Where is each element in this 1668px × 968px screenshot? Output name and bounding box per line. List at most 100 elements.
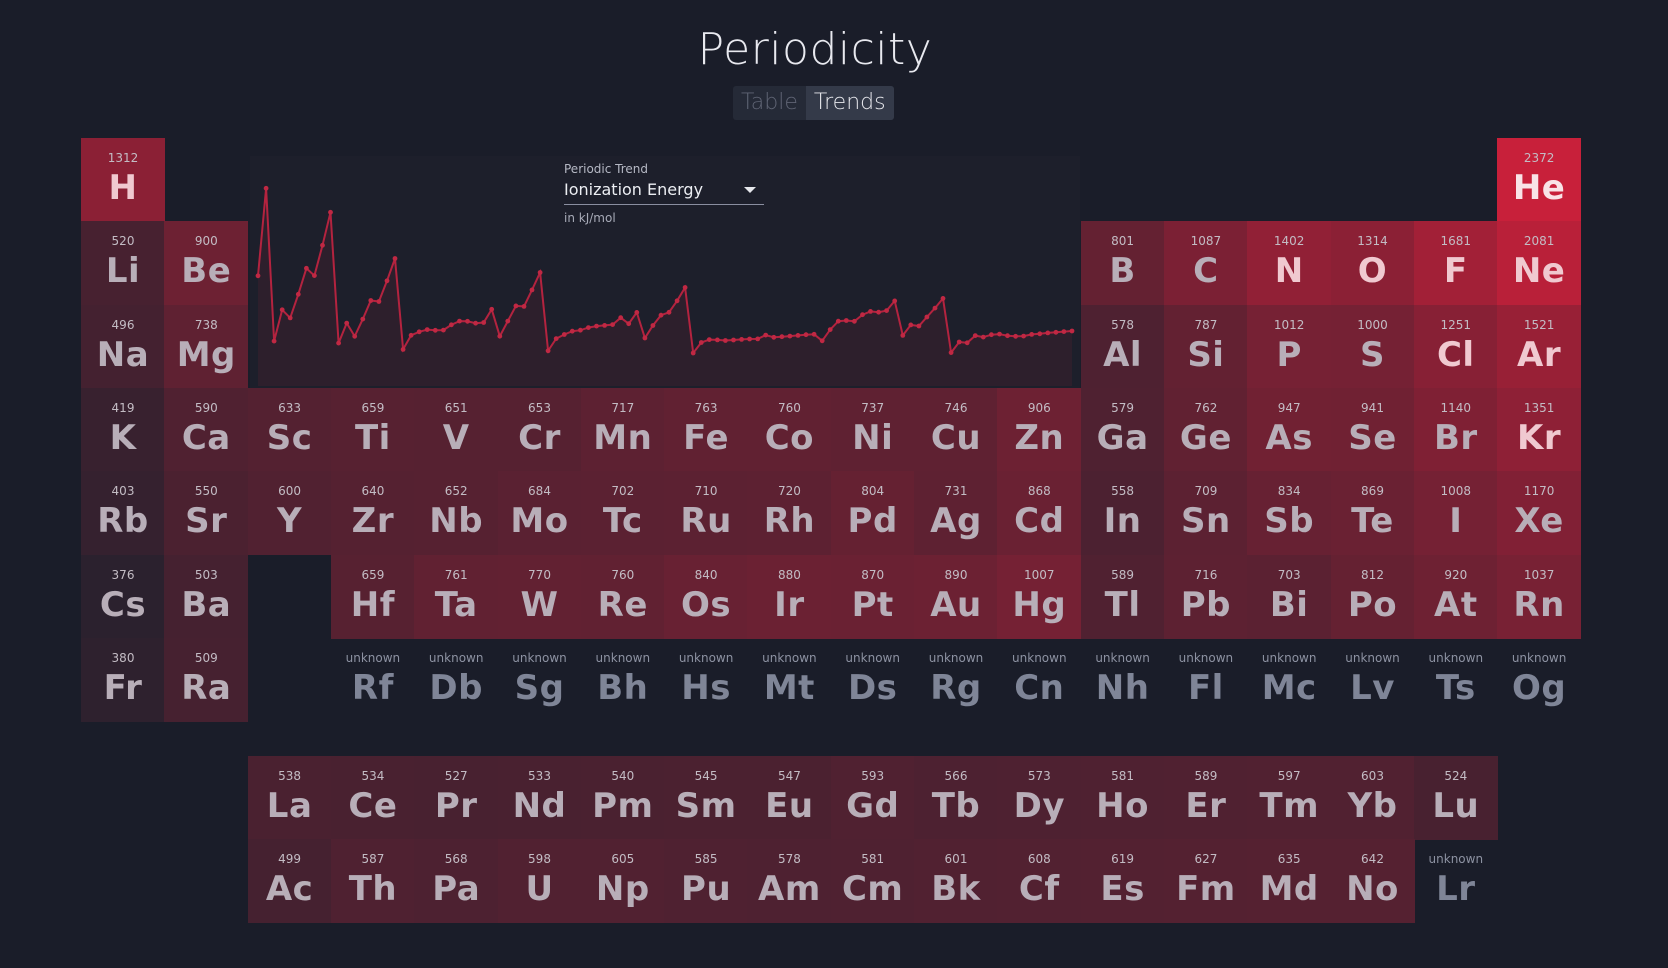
element-w[interactable]: 770 W [497, 554, 582, 639]
element-sb[interactable]: 834 Sb [1247, 471, 1332, 556]
element-re[interactable]: 760 Re [580, 554, 665, 639]
element-v[interactable]: 651 V [414, 387, 499, 472]
element-cu[interactable]: 746 Cu [914, 387, 998, 472]
element-h[interactable]: 1312 H [81, 138, 165, 222]
element-hs[interactable]: unknown Hs [664, 638, 748, 722]
element-ra[interactable]: 509 Ra [164, 637, 249, 722]
element-u[interactable]: 598 U [497, 839, 582, 924]
element-pu[interactable]: 585 Pu [664, 839, 749, 924]
element-ru[interactable]: 710 Ru [664, 471, 749, 556]
element-dy[interactable]: 573 Dy [997, 756, 1082, 840]
element-xe[interactable]: 1170 Xe [1497, 471, 1582, 556]
element-s[interactable]: 1000 S [1330, 304, 1415, 389]
element-po[interactable]: 812 Po [1330, 554, 1415, 639]
element-db[interactable]: unknown Db [414, 638, 498, 722]
element-gd[interactable]: 593 Gd [830, 756, 915, 840]
element-cf[interactable]: 608 Cf [997, 839, 1082, 924]
element-mg[interactable]: 738 Mg [164, 304, 249, 389]
element-b[interactable]: 801 B [1080, 221, 1165, 306]
element-mt[interactable]: unknown Mt [747, 638, 831, 722]
element-bi[interactable]: 703 Bi [1247, 554, 1332, 639]
element-pa[interactable]: 568 Pa [414, 839, 499, 924]
element-sm[interactable]: 545 Sm [664, 756, 749, 840]
element-ar[interactable]: 1521 Ar [1497, 304, 1582, 389]
element-ca[interactable]: 590 Ca [164, 387, 249, 472]
element-pr[interactable]: 527 Pr [414, 756, 499, 840]
element-al[interactable]: 578 Al [1080, 304, 1165, 389]
element-fe[interactable]: 763 Fe [664, 387, 749, 472]
element-yb[interactable]: 603 Yb [1330, 756, 1415, 840]
tab-trends[interactable]: Trends [805, 86, 894, 120]
element-os[interactable]: 840 Os [664, 554, 749, 639]
element-ir[interactable]: 880 Ir [747, 554, 832, 639]
element-nh[interactable]: unknown Nh [1081, 638, 1165, 722]
element-o[interactable]: 1314 O [1330, 221, 1415, 306]
element-sr[interactable]: 550 Sr [164, 471, 249, 556]
element-ts[interactable]: unknown Ts [1414, 638, 1498, 722]
element-pd[interactable]: 804 Pd [830, 471, 915, 556]
element-as[interactable]: 947 As [1247, 387, 1332, 472]
tab-table[interactable]: Table [741, 90, 798, 115]
element-au[interactable]: 890 Au [914, 554, 998, 639]
element-ho[interactable]: 581 Ho [1080, 756, 1165, 840]
element-cd[interactable]: 868 Cd [997, 471, 1082, 556]
element-sc[interactable]: 633 Sc [247, 387, 332, 472]
element-cm[interactable]: 581 Cm [830, 839, 915, 924]
element-na[interactable]: 496 Na [81, 304, 165, 389]
element-ds[interactable]: unknown Ds [831, 638, 915, 722]
element-mc[interactable]: unknown Mc [1247, 638, 1331, 722]
element-rh[interactable]: 720 Rh [747, 471, 832, 556]
element-k[interactable]: 419 K [81, 387, 165, 472]
element-c[interactable]: 1087 C [1163, 221, 1248, 306]
element-ce[interactable]: 534 Ce [330, 756, 415, 840]
element-pt[interactable]: 870 Pt [830, 554, 915, 639]
element-og[interactable]: unknown Og [1497, 638, 1581, 722]
element-ta[interactable]: 761 Ta [414, 554, 499, 639]
element-er[interactable]: 589 Er [1163, 756, 1248, 840]
element-f[interactable]: 1681 F [1413, 221, 1498, 306]
element-se[interactable]: 941 Se [1330, 387, 1415, 472]
element-bh[interactable]: unknown Bh [581, 638, 665, 722]
element-sg[interactable]: unknown Sg [498, 638, 582, 722]
element-cn[interactable]: unknown Cn [997, 638, 1081, 722]
element-mo[interactable]: 684 Mo [497, 471, 582, 556]
element-no[interactable]: 642 No [1330, 839, 1415, 924]
element-lv[interactable]: unknown Lv [1331, 638, 1415, 722]
element-li[interactable]: 520 Li [81, 221, 165, 306]
element-lr[interactable]: unknown Lr [1414, 839, 1498, 923]
element-ba[interactable]: 503 Ba [164, 554, 249, 639]
element-tl[interactable]: 589 Tl [1080, 554, 1165, 639]
element-mn[interactable]: 717 Mn [580, 387, 665, 472]
element-rf[interactable]: unknown Rf [331, 638, 415, 722]
element-sn[interactable]: 709 Sn [1163, 471, 1248, 556]
element-te[interactable]: 869 Te [1330, 471, 1415, 556]
element-be[interactable]: 900 Be [164, 221, 249, 306]
element-p[interactable]: 1012 P [1247, 304, 1332, 389]
element-cr[interactable]: 653 Cr [497, 387, 582, 472]
element-bk[interactable]: 601 Bk [914, 839, 998, 924]
element-at[interactable]: 920 At [1413, 554, 1498, 639]
element-cs[interactable]: 376 Cs [81, 554, 165, 639]
element-ac[interactable]: 499 Ac [247, 839, 332, 924]
element-ag[interactable]: 731 Ag [914, 471, 998, 556]
element-he[interactable]: 2372 He [1497, 138, 1582, 222]
element-tc[interactable]: 702 Tc [580, 471, 665, 556]
element-pb[interactable]: 716 Pb [1163, 554, 1248, 639]
element-zr[interactable]: 640 Zr [330, 471, 415, 556]
element-es[interactable]: 619 Es [1080, 839, 1165, 924]
element-ti[interactable]: 659 Ti [330, 387, 415, 472]
element-cl[interactable]: 1251 Cl [1413, 304, 1498, 389]
element-ge[interactable]: 762 Ge [1163, 387, 1248, 472]
element-co[interactable]: 760 Co [747, 387, 832, 472]
element-nd[interactable]: 533 Nd [497, 756, 582, 840]
element-th[interactable]: 587 Th [330, 839, 415, 924]
element-fm[interactable]: 627 Fm [1163, 839, 1248, 924]
element-si[interactable]: 787 Si [1163, 304, 1248, 389]
element-br[interactable]: 1140 Br [1413, 387, 1498, 472]
element-tm[interactable]: 597 Tm [1247, 756, 1332, 840]
element-nb[interactable]: 652 Nb [414, 471, 499, 556]
element-md[interactable]: 635 Md [1247, 839, 1332, 924]
element-fr[interactable]: 380 Fr [81, 637, 165, 722]
element-in[interactable]: 558 In [1080, 471, 1165, 556]
element-rb[interactable]: 403 Rb [81, 471, 165, 556]
